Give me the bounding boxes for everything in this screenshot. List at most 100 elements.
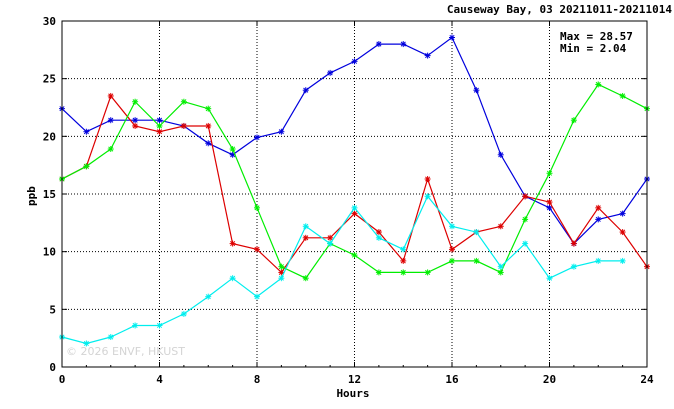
y-tick-label: 25 [43, 73, 56, 86]
x-tick-label: 20 [543, 373, 556, 386]
series-point-0 [424, 52, 431, 59]
series-point-3 [473, 229, 480, 236]
series-point-3 [180, 310, 187, 317]
series-point-0 [302, 87, 309, 94]
series-point-0 [278, 128, 285, 135]
axis-ticks: 0 4 8 12 16 20 24 0 5 10 15 20 25 30 [43, 15, 654, 386]
series-point-1 [156, 128, 163, 135]
series-point-3 [107, 334, 114, 341]
series-point-0 [497, 151, 504, 158]
series-point-3 [449, 223, 455, 230]
series-point-2 [546, 170, 553, 177]
series-point-2 [473, 257, 480, 264]
series-point-1 [302, 234, 309, 241]
series-point-3 [351, 204, 358, 211]
series-point-1 [595, 204, 602, 211]
series-point-3 [424, 193, 431, 200]
x-tick-label: 24 [640, 373, 654, 386]
series-point-2 [278, 263, 285, 270]
x-tick-label: 4 [156, 373, 163, 386]
x-tick-label: 16 [445, 373, 459, 386]
series-line-1 [61, 94, 648, 274]
series-point-2 [400, 269, 407, 276]
series-point-1 [229, 240, 236, 247]
series-point-2 [424, 269, 431, 276]
series-point-0 [473, 87, 480, 94]
series-point-1 [449, 246, 455, 253]
series-point-2 [132, 98, 139, 105]
copyright-watermark: © 2026 ENVF, HKUST [66, 345, 185, 358]
stats-min-label: Min = 2.04 [560, 42, 627, 55]
series-point-3 [400, 246, 407, 253]
series-point-0 [400, 41, 407, 48]
series-point-3 [546, 275, 553, 282]
series-point-2 [351, 252, 358, 259]
series-point-1 [546, 199, 553, 206]
series-point-2 [497, 269, 504, 276]
x-axis-label: Hours [336, 387, 369, 400]
series-point-0 [83, 128, 90, 135]
series-point-0 [156, 117, 163, 124]
series-point-3 [327, 240, 334, 247]
series-point-3 [595, 257, 602, 264]
series-point-1 [351, 210, 358, 217]
series-point-2 [229, 146, 236, 153]
series-point-2 [205, 105, 212, 112]
series-point-0 [254, 134, 260, 141]
y-axis-label: ppb [25, 186, 38, 206]
y-tick-label: 10 [43, 246, 56, 259]
x-tick-label: 12 [348, 373, 361, 386]
series-line-3 [61, 195, 623, 345]
series-point-1 [522, 193, 529, 200]
series-point-3 [375, 234, 382, 241]
series-point-3 [302, 223, 309, 230]
series-point-1 [375, 229, 382, 236]
series-point-0 [132, 117, 139, 124]
series-point-2 [449, 257, 455, 264]
series-point-3 [619, 257, 626, 264]
series-point-1 [132, 122, 139, 129]
series-point-0 [375, 41, 382, 48]
series-point-1 [619, 229, 626, 236]
series-point-2 [619, 92, 626, 99]
y-tick-label: 20 [43, 130, 56, 143]
series-point-1 [180, 122, 187, 129]
series-point-3 [132, 322, 139, 329]
x-tick-label: 8 [254, 373, 261, 386]
series-point-3 [497, 263, 504, 270]
series-point-0 [107, 117, 114, 124]
chart-title: Causeway Bay, 03 20211011-20211014 [447, 3, 673, 16]
series-point-2 [254, 204, 260, 211]
series-point-3 [278, 275, 285, 282]
series-point-1 [107, 92, 114, 99]
series-point-3 [205, 293, 212, 300]
series-point-0 [595, 216, 602, 223]
series-point-1 [400, 257, 407, 264]
series-point-1 [424, 176, 431, 183]
series-point-3 [570, 263, 577, 270]
series-point-0 [205, 140, 212, 147]
series-point-2 [302, 275, 309, 282]
series-point-0 [351, 58, 358, 65]
series-point-3 [83, 340, 90, 347]
x-tick-label: 0 [59, 373, 66, 386]
series-point-2 [375, 269, 382, 276]
series-point-2 [156, 122, 163, 129]
series-point-0 [546, 204, 553, 211]
series-point-2 [180, 98, 187, 105]
series-point-2 [83, 163, 90, 170]
y-tick-label: 5 [49, 303, 56, 316]
series-point-3 [229, 275, 236, 282]
y-tick-label: 15 [43, 188, 56, 201]
series-point-1 [205, 122, 212, 129]
series-layer [59, 34, 650, 347]
series-point-0 [619, 210, 626, 217]
grid-lines [62, 21, 647, 367]
series-point-1 [254, 246, 260, 253]
series-point-3 [522, 240, 529, 247]
y-tick-label: 30 [43, 15, 56, 28]
series-point-2 [570, 117, 577, 124]
series-point-2 [522, 216, 529, 223]
series-point-1 [497, 223, 504, 230]
